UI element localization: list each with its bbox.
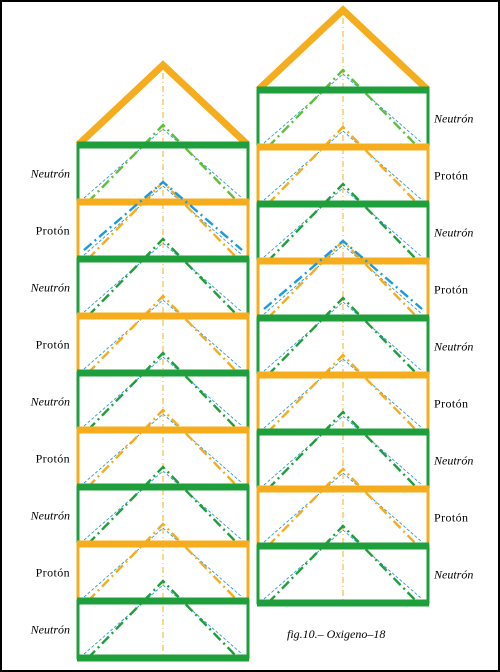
neutron-label: Neutrón <box>433 568 473 582</box>
proton-label: Protón <box>434 283 468 297</box>
proton-label: Protón <box>36 566 70 580</box>
neutron-label: Neutrón <box>433 454 473 468</box>
roof-triangle <box>75 60 251 148</box>
neutron-layer: Neutrón <box>30 465 250 548</box>
neutron-layer: Neutrón <box>256 410 473 493</box>
neutron-layer: Neutrón <box>30 237 250 320</box>
neutron-label: Neutrón <box>30 167 70 181</box>
connector-field-line <box>83 180 243 251</box>
proton-field-lines <box>267 125 419 205</box>
neutron-layer: Neutrón <box>30 123 250 206</box>
connector-field-line <box>263 239 423 310</box>
proton-field-lines <box>87 522 239 602</box>
proton-label: Protón <box>36 338 70 352</box>
proton-layer: Protón <box>36 180 250 263</box>
figure-caption: fig.10.– Oxigeno–18 <box>287 627 386 641</box>
neutron-label: Neutrón <box>30 281 70 295</box>
proton-label: Protón <box>36 452 70 466</box>
neutron-field-lines <box>267 296 419 376</box>
neutron-label: Neutrón <box>433 340 473 354</box>
neutron-field-lines <box>267 182 419 262</box>
neutron-field-lines <box>87 465 239 545</box>
proton-layer: Protón <box>256 125 468 208</box>
neutron-field-lines <box>267 524 419 604</box>
neutron-layer: Neutrón <box>30 579 250 662</box>
neutron-layer: Neutrón <box>256 296 473 379</box>
proton-layer: Protón <box>36 522 250 605</box>
proton-layer: Protón <box>256 353 468 436</box>
left-nucleus-column: Neutrón Protón Neutrón Protón Neutrón Protón N… <box>30 60 251 662</box>
proton-label: Protón <box>434 169 468 183</box>
neutron-layer: Neutrón <box>256 68 473 151</box>
neutron-field-lines <box>267 68 419 148</box>
neutron-field-lines <box>87 123 239 203</box>
proton-layer: Protón <box>36 294 250 377</box>
neutron-label: Neutrón <box>433 112 473 126</box>
proton-field-lines <box>87 408 239 488</box>
proton-field-lines <box>87 294 239 374</box>
proton-label: Protón <box>434 511 468 525</box>
proton-label: Protón <box>36 224 70 238</box>
neutron-field-lines <box>87 351 239 431</box>
neutron-field-lines <box>87 579 239 659</box>
proton-field-lines <box>267 353 419 433</box>
proton-layer: Protón <box>256 467 468 550</box>
neutron-layer: Neutrón <box>256 182 473 265</box>
neutron-label: Neutrón <box>30 509 70 523</box>
proton-label: Protón <box>434 397 468 411</box>
neutron-label: Neutrón <box>30 395 70 409</box>
right-nucleus-column: Neutrón Protón Neutrón Protón Neutrón Protón N… <box>255 5 473 607</box>
neutron-layer: Neutrón <box>256 524 473 607</box>
proton-layer: Protón <box>36 408 250 491</box>
neutron-field-lines <box>267 410 419 490</box>
inner-guide-lines <box>83 527 243 598</box>
proton-field-lines <box>267 467 419 547</box>
roof-triangle <box>255 5 431 93</box>
neutron-label: Neutrón <box>433 226 473 240</box>
inner-guide-lines <box>263 472 423 543</box>
neutron-layer: Neutrón <box>30 351 250 434</box>
proton-layer: Protón <box>256 239 468 322</box>
neutron-field-lines <box>87 237 239 317</box>
neutron-label: Neutrón <box>30 623 70 637</box>
